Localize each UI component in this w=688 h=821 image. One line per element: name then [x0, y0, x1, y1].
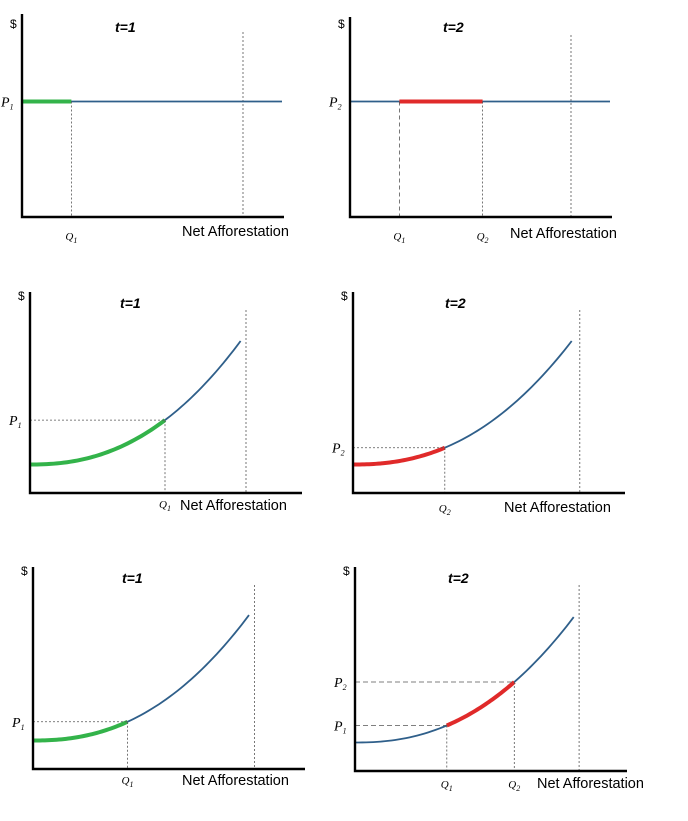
panel-title: t=1	[120, 295, 141, 311]
highlight-segment	[29, 418, 167, 467]
chart-panel-flat-t2: $ t=2 P2 Q1 Q2 Net Afforestation	[328, 17, 617, 245]
panel-title: t=2	[443, 19, 464, 35]
y-axis-label: $	[338, 17, 345, 31]
x-axis-label: Net Afforestation	[180, 498, 287, 514]
price-label-p1: P1	[11, 716, 25, 732]
price-label-p2: P2	[328, 96, 342, 112]
quantity-label-q2: Q2	[508, 779, 520, 793]
axes	[353, 567, 627, 773]
axes	[20, 14, 284, 219]
price-label-p2: P2	[331, 442, 345, 458]
x-axis-label: Net Afforestation	[182, 224, 289, 240]
quantity-label-q2: Q2	[439, 503, 451, 517]
y-axis-label: $	[341, 289, 348, 303]
chart-panel-convex-t1: $ t=1 P1 Q1 Net Afforestation	[8, 289, 302, 514]
x-axis-label: Net Afforestation	[510, 226, 617, 242]
x-axis-label: Net Afforestation	[182, 773, 289, 789]
chart-panel-convex-t2: $ t=2 P2 Q2 Net Afforestation	[331, 289, 625, 517]
price-label-p1: P1	[333, 719, 347, 735]
x-axis-label: Net Afforestation	[504, 500, 611, 516]
price-label-p2: P2	[333, 676, 347, 692]
quantity-label-q2: Q2	[477, 231, 489, 245]
chart-panel-convex2-t1: $ t=1 P1 Q1 Net Afforestation	[11, 564, 305, 789]
quantity-label-q1: Q1	[159, 499, 171, 513]
panel-title: t=1	[115, 19, 136, 35]
price-label-p1: P1	[8, 414, 22, 430]
supply-curve	[29, 340, 242, 466]
y-axis-label: $	[18, 289, 25, 303]
x-axis-label: Net Afforestation	[537, 776, 644, 792]
quantity-label-q1: Q1	[393, 231, 405, 245]
y-axis-label: $	[21, 564, 28, 578]
panel-title: t=2	[445, 295, 466, 311]
axes	[31, 567, 305, 771]
price-label-p1: P1	[0, 96, 14, 112]
y-axis-label: $	[343, 564, 350, 578]
panel-title: t=1	[122, 570, 143, 586]
highlight-segment	[353, 445, 446, 467]
quantity-label-q1: Q1	[65, 231, 77, 245]
chart-panel-flat-t1: $ t=1 P1 Q1 Net Afforestation	[0, 14, 289, 245]
y-axis-label: $	[10, 17, 17, 31]
highlight-segment	[446, 680, 516, 728]
highlight-segment	[33, 719, 129, 743]
chart-panel-convex2-t2: $ t=2 P1 Q1 P2 Q2 Net Afforestation	[333, 564, 644, 793]
supply-curve	[352, 340, 573, 466]
quantity-label-q1: Q1	[122, 775, 134, 789]
quantity-label-q1: Q1	[441, 779, 453, 793]
axes	[348, 17, 612, 219]
supply-curve	[354, 616, 575, 744]
axes	[351, 292, 625, 495]
panel-title: t=2	[448, 570, 469, 586]
axes	[28, 292, 302, 495]
